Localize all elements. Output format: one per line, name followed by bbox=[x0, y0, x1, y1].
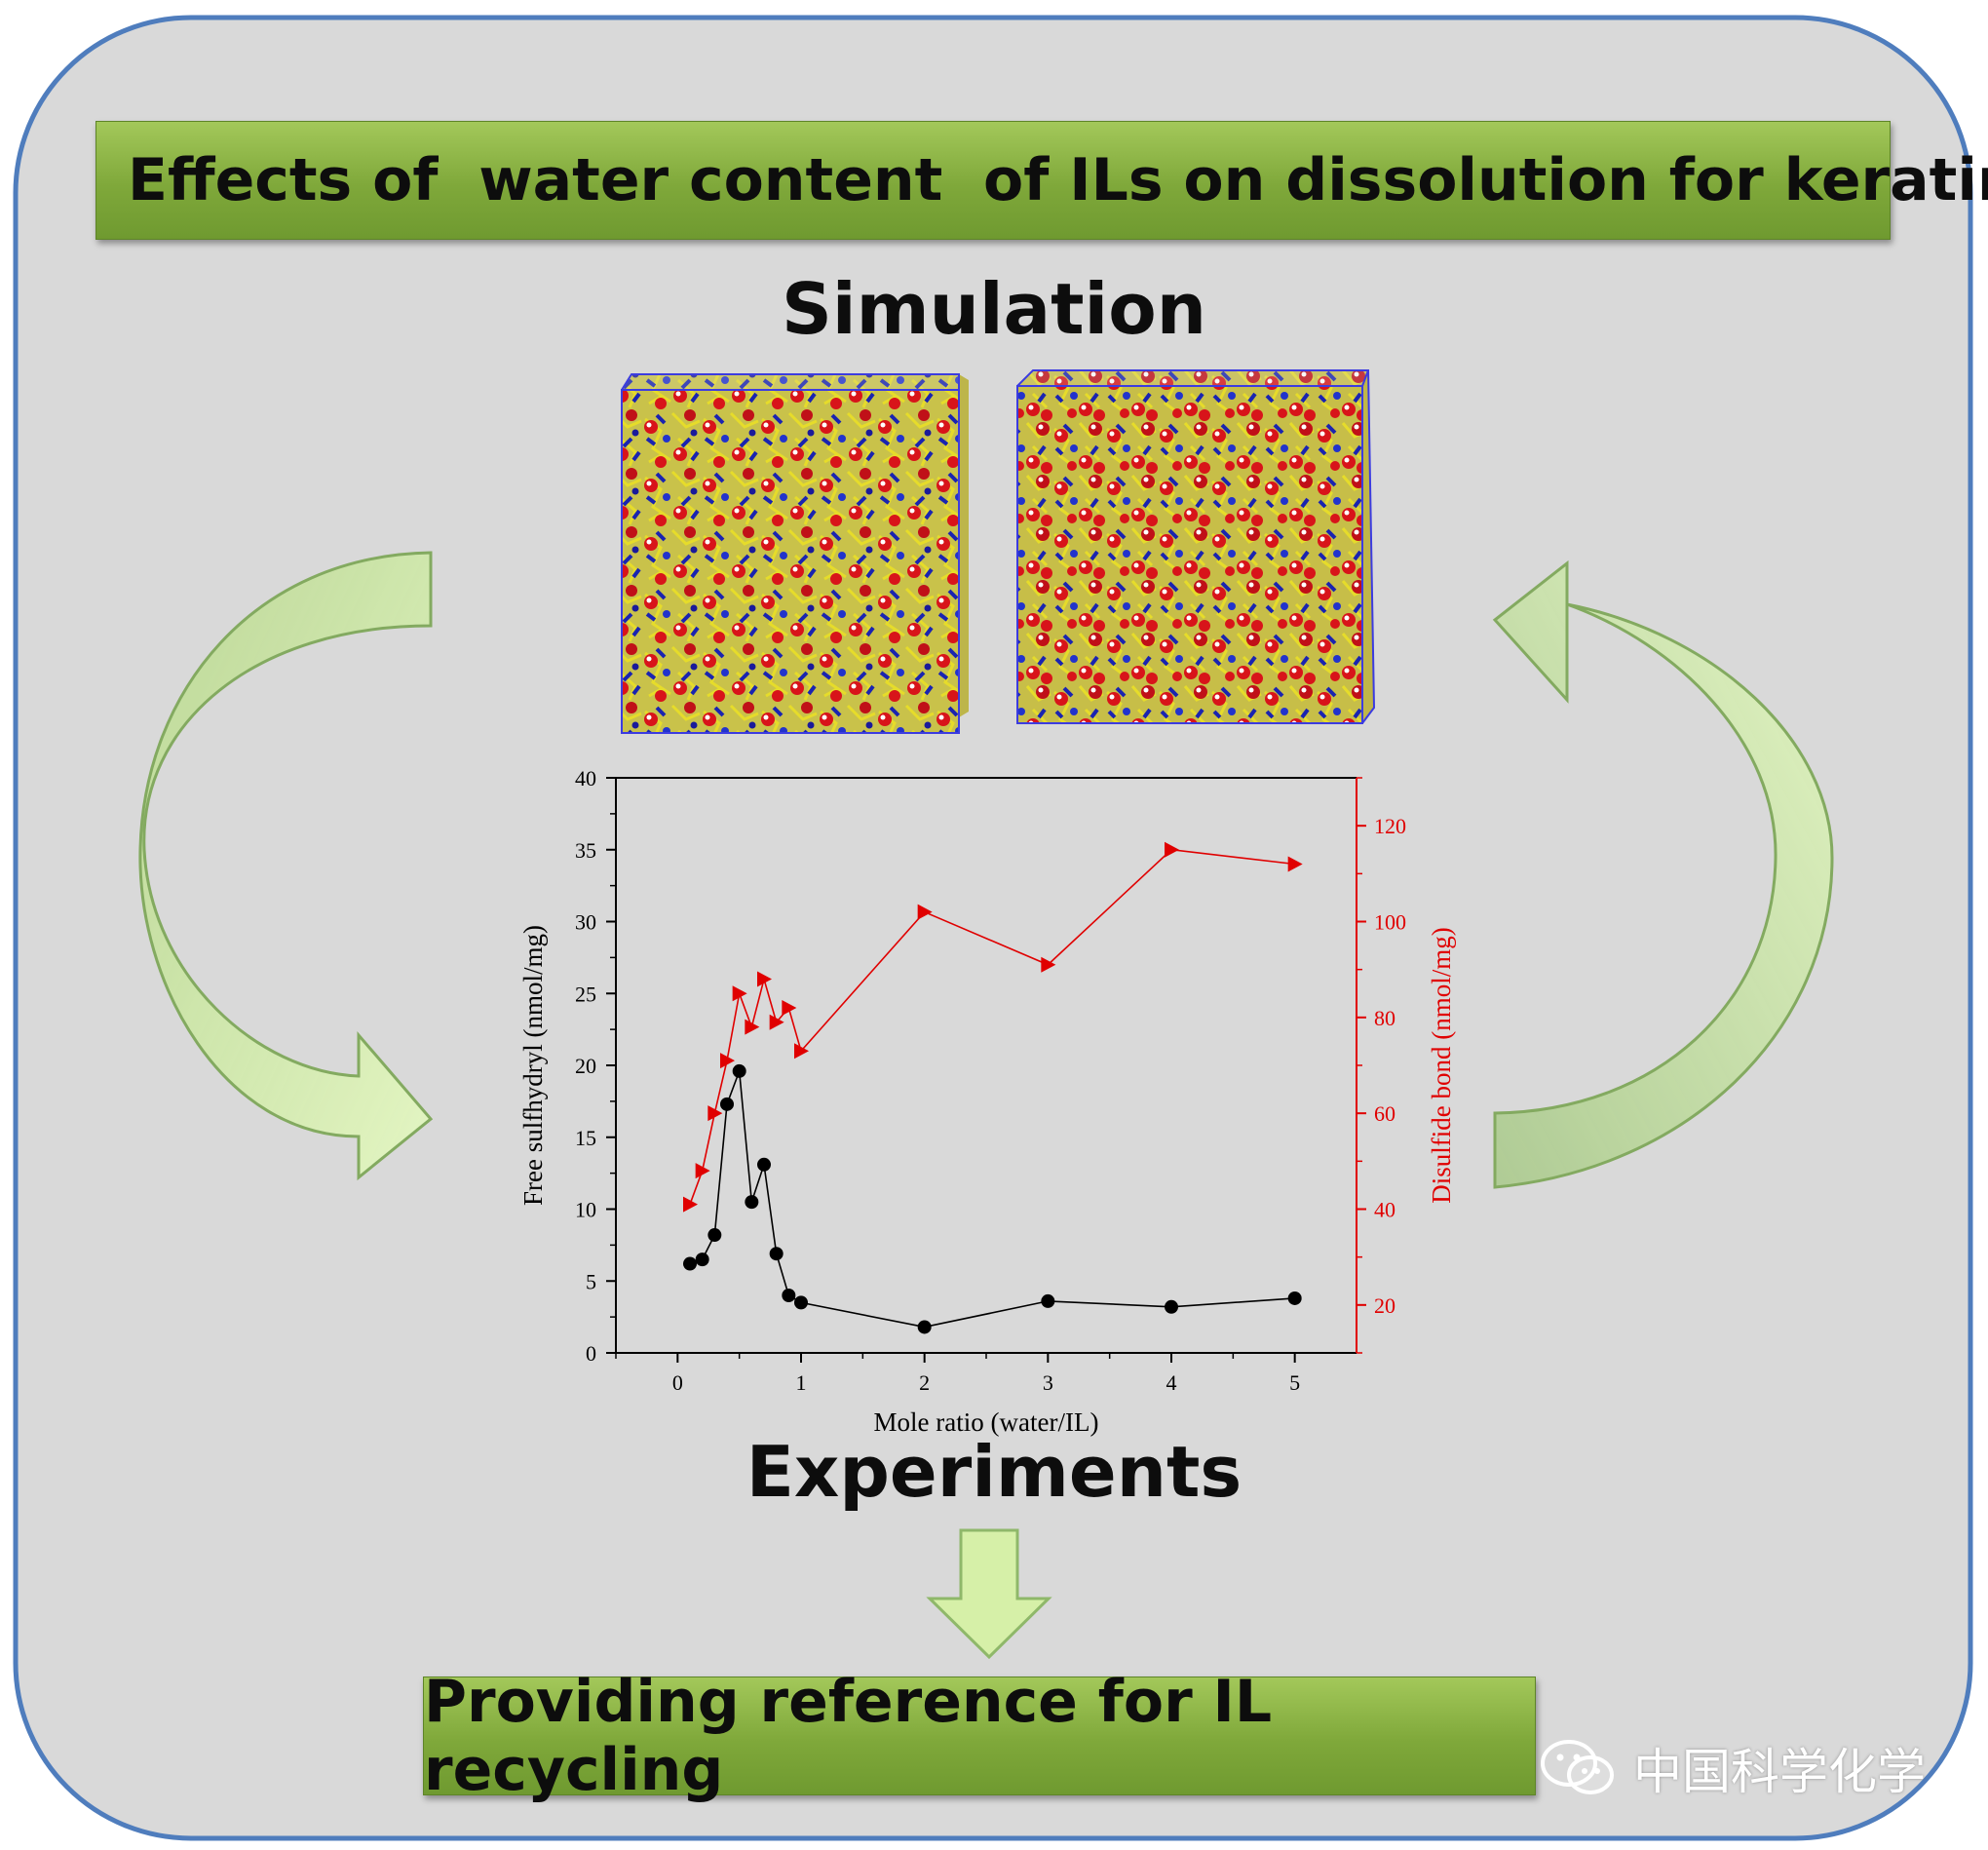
data-point-disulfide-bond bbox=[720, 1053, 735, 1069]
y-tick-label: 20 bbox=[575, 1054, 596, 1078]
conclusion-text: Providing reference for IL recycling bbox=[424, 1668, 1273, 1804]
data-point-disulfide-bond bbox=[732, 985, 747, 1002]
x-tick-label: 1 bbox=[796, 1370, 807, 1395]
y-tick-label: 40 bbox=[575, 766, 596, 790]
data-point-disulfide-bond bbox=[769, 1014, 784, 1030]
x-tick-label: 0 bbox=[672, 1370, 683, 1395]
title-banner: Effects of water content of ILs on disso… bbox=[96, 121, 1988, 240]
down-arrow-icon bbox=[926, 1528, 1052, 1660]
data-point-free-sulfhydryl bbox=[720, 1097, 734, 1111]
y2-tick-label: 100 bbox=[1374, 910, 1406, 935]
x-tick-label: 3 bbox=[1043, 1370, 1053, 1395]
data-point-free-sulfhydryl bbox=[782, 1289, 796, 1302]
data-point-free-sulfhydryl bbox=[683, 1256, 697, 1271]
y2-tick-label: 20 bbox=[1374, 1293, 1395, 1318]
data-point-disulfide-bond bbox=[707, 1105, 723, 1122]
data-point-free-sulfhydryl bbox=[794, 1295, 808, 1310]
y-tick-label: 15 bbox=[575, 1126, 596, 1150]
left-curved-arrow-icon bbox=[138, 551, 434, 1181]
data-point-free-sulfhydryl bbox=[769, 1247, 784, 1261]
y2-tick-label: 60 bbox=[1374, 1101, 1395, 1126]
data-point-disulfide-bond bbox=[1041, 956, 1056, 973]
y-tick-label: 35 bbox=[575, 838, 596, 863]
data-point-free-sulfhydryl bbox=[732, 1063, 746, 1078]
y2-tick-label: 80 bbox=[1374, 1006, 1395, 1030]
panel-background bbox=[13, 15, 1973, 1841]
data-point-free-sulfhydryl bbox=[1287, 1291, 1302, 1305]
data-point-disulfide-bond bbox=[1165, 841, 1179, 858]
y-axis-title: Free sulfhydryl (nmol/mg) bbox=[518, 925, 548, 1206]
title-text: Effects of water content of ILs on disso… bbox=[128, 146, 1988, 214]
data-point-free-sulfhydryl bbox=[745, 1195, 759, 1210]
y-tick-label: 5 bbox=[586, 1269, 596, 1293]
data-point-free-sulfhydryl bbox=[707, 1228, 722, 1243]
data-point-free-sulfhydryl bbox=[757, 1157, 771, 1172]
data-point-disulfide-bond bbox=[917, 904, 933, 920]
y-tick-label: 30 bbox=[575, 910, 596, 935]
y2-axis-title: Disulfide bond (nmol/mg) bbox=[1427, 927, 1456, 1203]
experiments-heading: Experiments bbox=[746, 1431, 1242, 1513]
x-axis-title: Mole ratio (water/IL) bbox=[874, 1407, 1099, 1437]
data-point-disulfide-bond bbox=[757, 971, 772, 987]
y-tick-label: 0 bbox=[586, 1341, 596, 1366]
y2-tick-label: 40 bbox=[1374, 1198, 1395, 1222]
data-point-free-sulfhydryl bbox=[1165, 1299, 1178, 1314]
simulation-heading: Simulation bbox=[782, 268, 1206, 350]
series-line-free-sulfhydryl bbox=[689, 1070, 1295, 1329]
x-tick-label: 5 bbox=[1289, 1370, 1300, 1395]
chart: 0 1 2 3 4 5 0 5 10 15 20 25 30 35 40 20 40 60 80 100 120 Mole… bbox=[518, 766, 1456, 1437]
y-tick-label: 25 bbox=[575, 982, 596, 1006]
simulation-box-high-water bbox=[1016, 369, 1376, 724]
data-point-disulfide-bond bbox=[782, 1000, 797, 1016]
data-point-disulfide-bond bbox=[794, 1043, 809, 1060]
y-tick-label: 10 bbox=[575, 1198, 596, 1222]
watermark-text: 中国科学化学 bbox=[1633, 1744, 1926, 1800]
series-line-disulfide-bond bbox=[689, 848, 1295, 1205]
data-point-free-sulfhydryl bbox=[695, 1253, 709, 1267]
data-point-disulfide-bond bbox=[1287, 856, 1303, 872]
data-point-free-sulfhydryl bbox=[1041, 1293, 1055, 1308]
x-tick-label: 2 bbox=[919, 1370, 930, 1395]
data-point-disulfide-bond bbox=[683, 1196, 698, 1213]
y2-tick-label: 120 bbox=[1374, 814, 1406, 838]
data-point-disulfide-bond bbox=[745, 1019, 760, 1035]
watermark: 中国科学化学 bbox=[1540, 1733, 1926, 1803]
conclusion-banner: Providing reference for IL recycling bbox=[423, 1668, 1536, 1804]
x-tick-label: 4 bbox=[1166, 1370, 1177, 1395]
data-point-free-sulfhydryl bbox=[917, 1320, 932, 1334]
right-curved-arrow-icon bbox=[1492, 559, 1834, 1189]
simulation-box-low-water bbox=[621, 373, 969, 734]
data-point-disulfide-bond bbox=[695, 1163, 710, 1179]
wechat-logo-icon bbox=[1541, 1740, 1614, 1794]
